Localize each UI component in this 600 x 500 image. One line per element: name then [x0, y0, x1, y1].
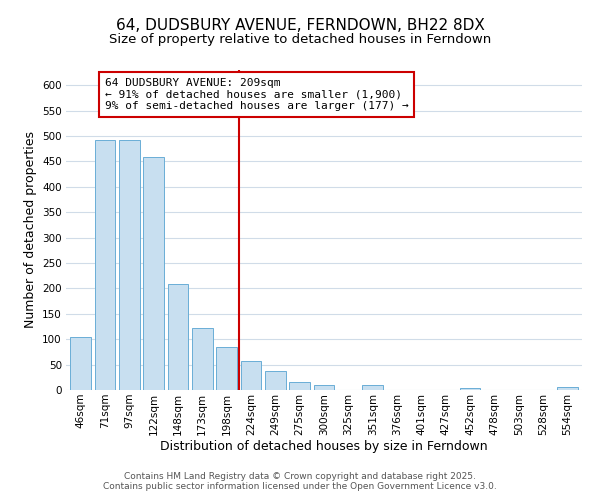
Text: 64 DUDSBURY AVENUE: 209sqm
← 91% of detached houses are smaller (1,900)
9% of se: 64 DUDSBURY AVENUE: 209sqm ← 91% of deta… — [104, 78, 409, 111]
Bar — [289, 382, 310, 390]
Text: Contains public sector information licensed under the Open Government Licence v3: Contains public sector information licen… — [103, 482, 497, 491]
Bar — [460, 388, 481, 390]
Bar — [362, 385, 383, 390]
Text: 64, DUDSBURY AVENUE, FERNDOWN, BH22 8DX: 64, DUDSBURY AVENUE, FERNDOWN, BH22 8DX — [116, 18, 484, 32]
Bar — [241, 360, 262, 390]
Bar — [557, 388, 578, 390]
Text: Size of property relative to detached houses in Ferndown: Size of property relative to detached ho… — [109, 32, 491, 46]
Text: Contains HM Land Registry data © Crown copyright and database right 2025.: Contains HM Land Registry data © Crown c… — [124, 472, 476, 481]
X-axis label: Distribution of detached houses by size in Ferndown: Distribution of detached houses by size … — [160, 440, 488, 454]
Bar — [314, 385, 334, 390]
Bar — [265, 371, 286, 390]
Bar — [95, 140, 115, 390]
Bar — [119, 140, 140, 390]
Bar — [216, 348, 237, 390]
Y-axis label: Number of detached properties: Number of detached properties — [23, 132, 37, 328]
Bar — [167, 284, 188, 390]
Bar — [192, 328, 212, 390]
Bar — [143, 158, 164, 390]
Bar — [70, 336, 91, 390]
